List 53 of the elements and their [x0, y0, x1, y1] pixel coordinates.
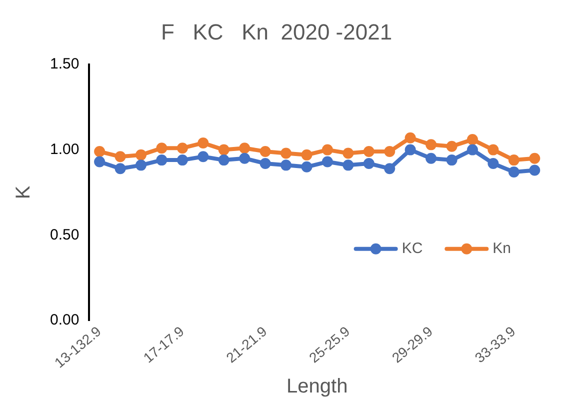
point: [156, 154, 168, 166]
point: [529, 164, 540, 176]
point: [198, 151, 209, 162]
point: [301, 161, 312, 172]
point: [114, 151, 126, 162]
y-tick-label: 1.50: [50, 56, 80, 73]
point: [488, 144, 499, 156]
point: [529, 152, 540, 164]
y-tick-label: 1.00: [50, 140, 80, 158]
point: [94, 156, 106, 168]
point: [322, 156, 333, 168]
point: [135, 160, 146, 171]
legend-label: Kn: [492, 240, 512, 258]
point: [488, 158, 499, 169]
point: [280, 148, 292, 159]
point: [446, 140, 458, 152]
point: [176, 154, 188, 166]
point: [94, 146, 106, 158]
point: [260, 146, 271, 158]
chart-title: F KC Kn 2020 -2021: [160, 19, 392, 44]
point: [198, 137, 209, 148]
point: [426, 152, 437, 164]
point: [156, 142, 168, 154]
point: [260, 158, 271, 169]
point: [508, 166, 520, 178]
x-axis-title: Length: [286, 376, 348, 398]
point: [466, 134, 478, 146]
point: [218, 154, 230, 166]
y-tick-label: 0.50: [50, 226, 80, 244]
point: [466, 144, 478, 156]
point: [363, 146, 374, 158]
point: [404, 132, 416, 144]
point: [446, 154, 458, 166]
point: [342, 160, 354, 171]
point: [114, 163, 126, 174]
point: [426, 139, 437, 150]
legend-label: KC: [402, 240, 423, 258]
point: [176, 142, 188, 154]
point: [384, 146, 396, 158]
point: [301, 149, 312, 160]
point: [363, 158, 374, 169]
point: [322, 144, 333, 156]
y-axis-title: K: [12, 185, 35, 200]
point: [384, 163, 396, 174]
point: [508, 154, 520, 166]
point: [239, 142, 250, 154]
point: [239, 152, 250, 164]
point: [342, 148, 354, 159]
y-tick-label: 0.00: [50, 312, 80, 329]
point: [135, 149, 146, 160]
point: [404, 144, 416, 156]
point: [218, 144, 230, 156]
point: [280, 160, 292, 171]
